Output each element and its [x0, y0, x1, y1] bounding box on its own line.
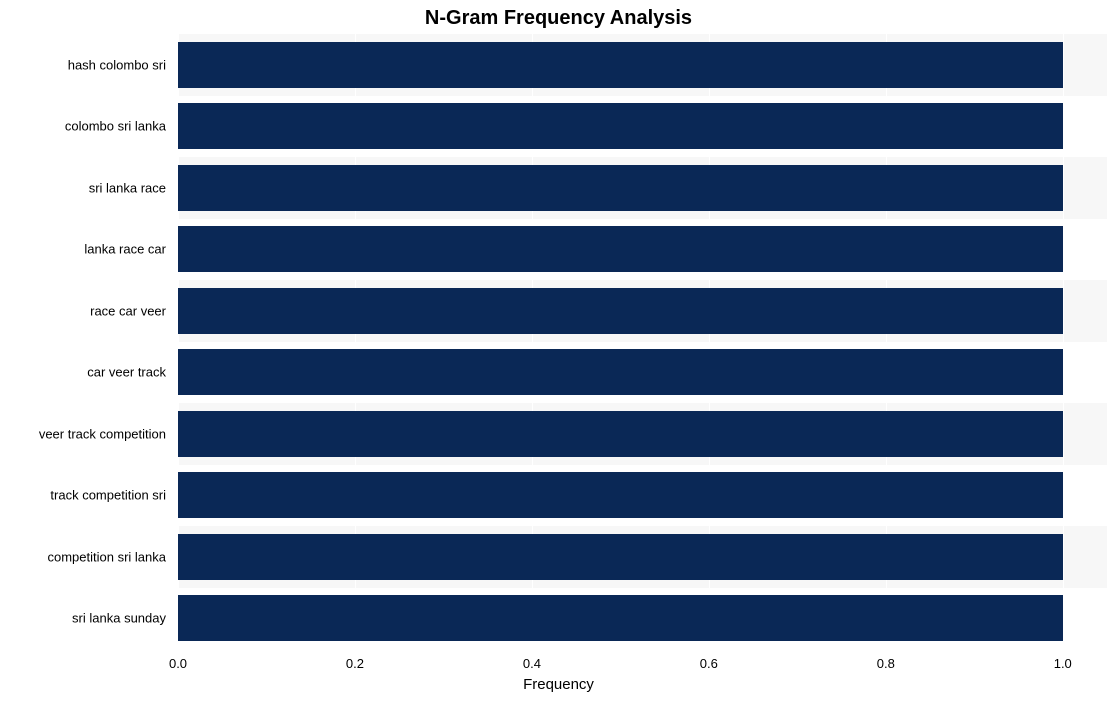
bar: [178, 472, 1063, 518]
x-tick-label: 0.2: [346, 656, 364, 671]
bar: [178, 226, 1063, 272]
x-tick-label: 1.0: [1054, 656, 1072, 671]
y-category-label: colombo sri lanka: [65, 119, 166, 134]
x-tick-label: 0.0: [169, 656, 187, 671]
chart-title: N-Gram Frequency Analysis: [0, 7, 1117, 30]
x-axis-title: Frequency: [0, 676, 1117, 693]
y-category-label: sri lanka sunday: [72, 611, 166, 626]
bar: [178, 349, 1063, 395]
ngram-frequency-chart: N-Gram Frequency Analysis hash colombo s…: [0, 0, 1117, 701]
y-category-label: car veer track: [87, 365, 166, 380]
y-category-label: hash colombo sri: [68, 57, 166, 72]
bar: [178, 103, 1063, 149]
grid-line: [1063, 34, 1064, 649]
y-category-label: veer track competition: [39, 426, 166, 441]
plot-area: [178, 34, 1107, 649]
x-tick-label: 0.4: [523, 656, 541, 671]
x-tick-label: 0.6: [700, 656, 718, 671]
bar: [178, 595, 1063, 641]
x-tick-label: 0.8: [877, 656, 895, 671]
bar: [178, 165, 1063, 211]
y-category-label: track competition sri: [50, 488, 166, 503]
bar: [178, 42, 1063, 88]
y-category-label: competition sri lanka: [48, 549, 167, 564]
y-category-label: sri lanka race: [89, 180, 166, 195]
bar: [178, 288, 1063, 334]
bar: [178, 534, 1063, 580]
y-category-label: race car veer: [90, 303, 166, 318]
y-category-label: lanka race car: [84, 242, 166, 257]
bar: [178, 411, 1063, 457]
